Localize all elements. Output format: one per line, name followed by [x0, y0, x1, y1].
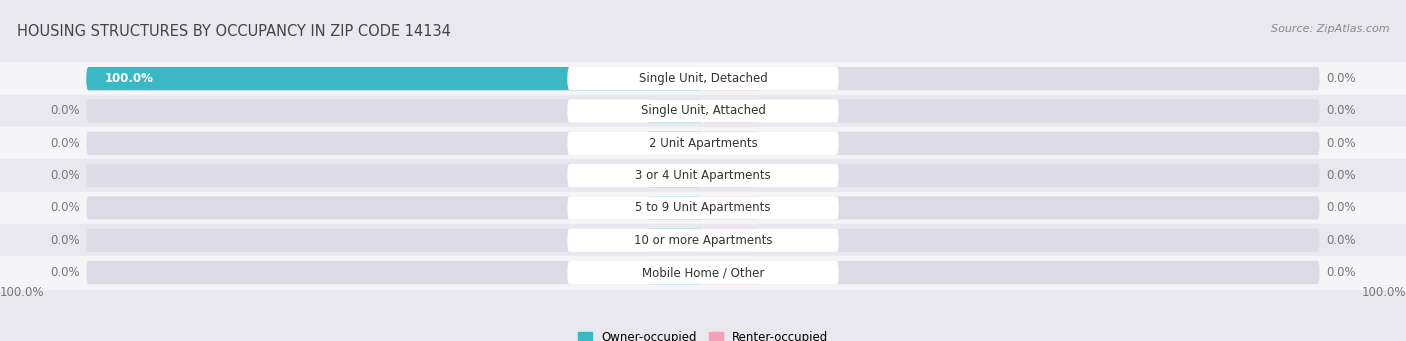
FancyBboxPatch shape	[86, 196, 1320, 220]
Text: 0.0%: 0.0%	[1326, 234, 1355, 247]
Legend: Owner-occupied, Renter-occupied: Owner-occupied, Renter-occupied	[572, 326, 834, 341]
FancyBboxPatch shape	[86, 99, 1320, 123]
Text: 100.0%: 100.0%	[0, 286, 45, 299]
Text: 0.0%: 0.0%	[51, 202, 80, 214]
Text: 0.0%: 0.0%	[1326, 266, 1355, 279]
Bar	[0, 95, 1406, 127]
FancyBboxPatch shape	[648, 132, 703, 155]
Text: 100.0%: 100.0%	[1361, 286, 1406, 299]
Text: 100.0%: 100.0%	[105, 72, 153, 85]
Text: 0.0%: 0.0%	[1326, 137, 1355, 150]
FancyBboxPatch shape	[86, 67, 703, 90]
FancyBboxPatch shape	[703, 261, 758, 284]
Text: Single Unit, Detached: Single Unit, Detached	[638, 72, 768, 85]
Bar	[0, 192, 1406, 224]
FancyBboxPatch shape	[86, 228, 1320, 252]
FancyBboxPatch shape	[703, 196, 758, 220]
Text: Single Unit, Attached: Single Unit, Attached	[641, 104, 765, 117]
FancyBboxPatch shape	[703, 164, 758, 187]
Text: 0.0%: 0.0%	[1326, 104, 1355, 117]
Text: Source: ZipAtlas.com: Source: ZipAtlas.com	[1271, 24, 1389, 34]
FancyBboxPatch shape	[703, 67, 758, 90]
Text: 0.0%: 0.0%	[51, 104, 80, 117]
Bar	[0, 256, 1406, 289]
Text: Mobile Home / Other: Mobile Home / Other	[641, 266, 765, 279]
FancyBboxPatch shape	[568, 196, 838, 220]
Text: 10 or more Apartments: 10 or more Apartments	[634, 234, 772, 247]
Text: HOUSING STRUCTURES BY OCCUPANCY IN ZIP CODE 14134: HOUSING STRUCTURES BY OCCUPANCY IN ZIP C…	[17, 24, 451, 39]
FancyBboxPatch shape	[568, 261, 838, 284]
FancyBboxPatch shape	[568, 67, 838, 90]
FancyBboxPatch shape	[703, 132, 758, 155]
Text: 3 or 4 Unit Apartments: 3 or 4 Unit Apartments	[636, 169, 770, 182]
Text: 0.0%: 0.0%	[51, 137, 80, 150]
FancyBboxPatch shape	[703, 228, 758, 252]
FancyBboxPatch shape	[568, 132, 838, 155]
FancyBboxPatch shape	[86, 132, 1320, 155]
Text: 0.0%: 0.0%	[1326, 202, 1355, 214]
Text: 0.0%: 0.0%	[51, 234, 80, 247]
FancyBboxPatch shape	[86, 67, 1320, 90]
FancyBboxPatch shape	[568, 164, 838, 187]
FancyBboxPatch shape	[648, 196, 703, 220]
FancyBboxPatch shape	[703, 99, 758, 123]
FancyBboxPatch shape	[648, 99, 703, 123]
Bar	[0, 127, 1406, 160]
FancyBboxPatch shape	[86, 164, 1320, 187]
Bar	[0, 224, 1406, 256]
Text: 0.0%: 0.0%	[1326, 72, 1355, 85]
FancyBboxPatch shape	[86, 261, 1320, 284]
Bar	[0, 62, 1406, 95]
Text: 0.0%: 0.0%	[1326, 169, 1355, 182]
FancyBboxPatch shape	[648, 164, 703, 187]
FancyBboxPatch shape	[648, 228, 703, 252]
FancyBboxPatch shape	[568, 228, 838, 252]
Text: 0.0%: 0.0%	[51, 169, 80, 182]
Text: 5 to 9 Unit Apartments: 5 to 9 Unit Apartments	[636, 202, 770, 214]
Bar	[0, 160, 1406, 192]
FancyBboxPatch shape	[648, 261, 703, 284]
Text: 2 Unit Apartments: 2 Unit Apartments	[648, 137, 758, 150]
FancyBboxPatch shape	[568, 99, 838, 123]
Text: 0.0%: 0.0%	[51, 266, 80, 279]
